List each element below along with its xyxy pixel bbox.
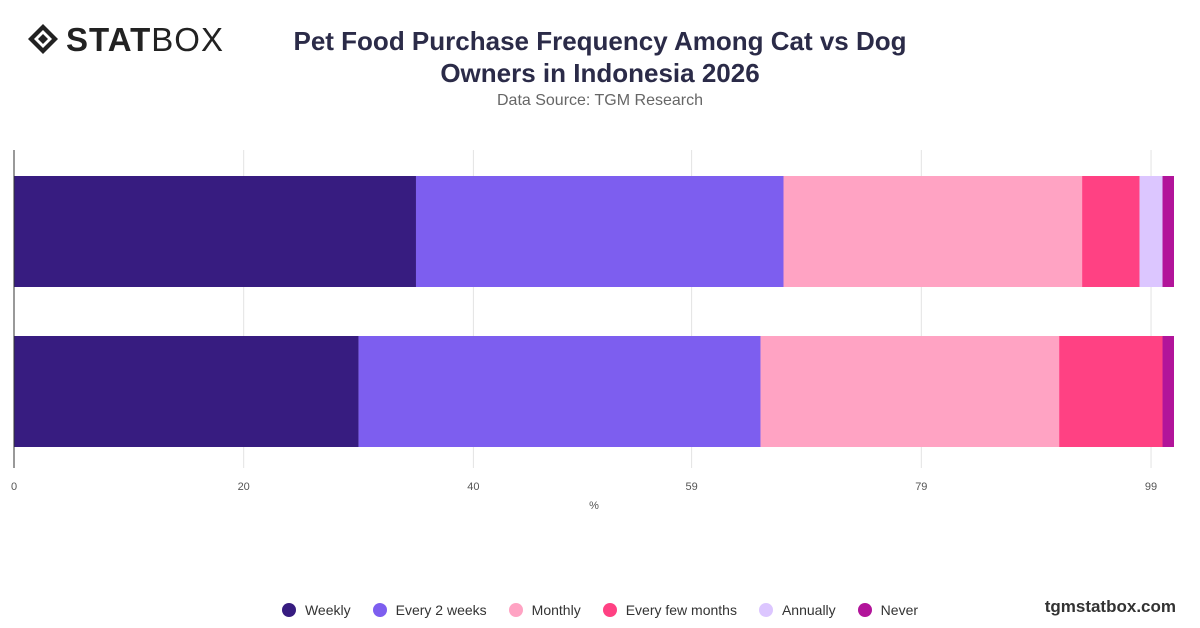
legend-item[interactable]: Every 2 weeks <box>372 602 487 618</box>
chart-legend: Weekly Every 2 weeks Monthly Every few mont… <box>0 602 1200 618</box>
bar-segment-never <box>1162 176 1174 287</box>
x-tick-label: 0 <box>11 481 17 493</box>
bar-segment-weekly <box>14 336 359 447</box>
legend-swatch <box>508 603 523 617</box>
x-tick-label: 59 <box>685 481 697 493</box>
legend-label: Every 2 weeks <box>395 602 487 618</box>
stacked-bar-chart: 0 20 40 59 79 99% <box>11 150 1174 512</box>
chart-subtitle: Data Source: TGM Research <box>496 92 703 109</box>
legend-item[interactable]: Weekly <box>281 602 351 618</box>
statbox-logo: STATBOX <box>26 22 224 56</box>
legend-label: Weekly <box>304 602 351 618</box>
legend-swatch <box>857 603 872 617</box>
legend-swatch <box>758 603 773 617</box>
bar-segment-monthly <box>783 176 1083 287</box>
bar-segment-monthly <box>760 336 1060 447</box>
x-tick-label: 99 <box>1145 481 1157 493</box>
x-tick-label: 79 <box>915 481 927 493</box>
bar-segment-every-2-weeks <box>358 336 761 447</box>
chart-title: Pet Food Purchase Frequency Among Cat vs… <box>293 26 907 88</box>
legend-swatch <box>281 603 296 617</box>
bar-segment-every-few-months <box>1082 176 1140 287</box>
bar-segment-every-few-months <box>1059 336 1163 447</box>
legend-label: Every few months <box>625 602 737 618</box>
site-url[interactable]: tgmstatbox.com <box>1044 597 1176 616</box>
legend-item[interactable]: Monthly <box>508 602 581 618</box>
legend-item[interactable]: Every few months <box>602 602 737 618</box>
legend-label: Never <box>880 602 919 618</box>
logo-text: STATBOX <box>66 20 224 58</box>
legend-item[interactable]: Annually <box>758 602 836 618</box>
legend-label: Monthly <box>531 602 581 618</box>
legend-swatch <box>372 603 387 617</box>
x-tick-label: 20 <box>238 481 250 493</box>
legend-label: Annually <box>781 602 836 618</box>
bar-segment-annually <box>1139 176 1163 287</box>
diamond-logo-icon <box>28 24 58 54</box>
x-tick-label: 40 <box>467 481 479 493</box>
bar-segment-weekly <box>14 176 416 287</box>
x-axis-label: % <box>589 500 599 512</box>
legend-swatch <box>602 603 617 617</box>
bar-segment-every-2-weeks <box>415 176 784 287</box>
bar-segment-never <box>1162 336 1174 447</box>
legend-item[interactable]: Never <box>857 602 919 618</box>
